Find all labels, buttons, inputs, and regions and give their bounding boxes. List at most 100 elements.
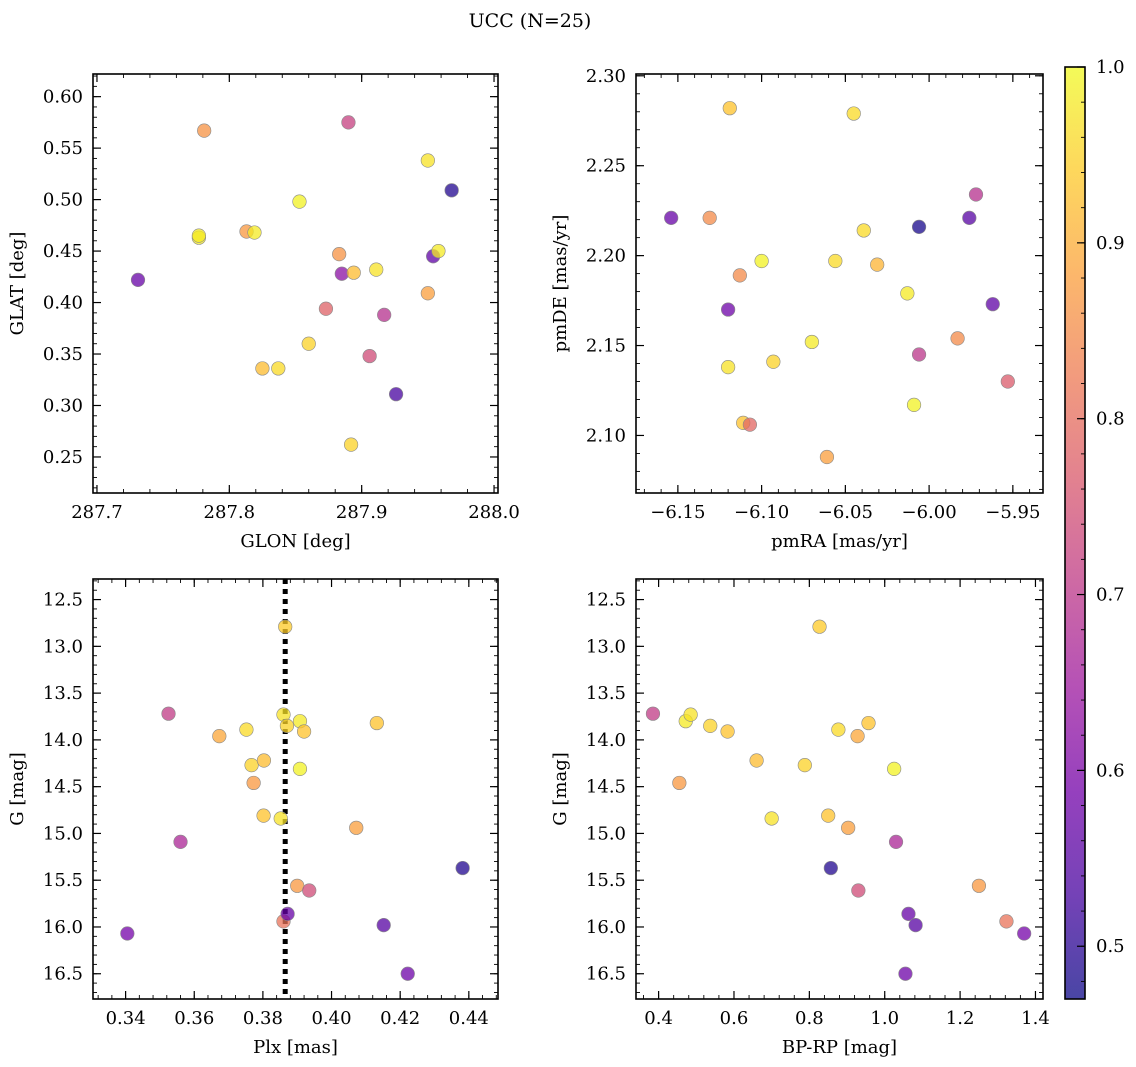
data-point (888, 834, 904, 849)
x-axis-label: BP-RP [mag] (782, 1037, 897, 1058)
data-point (431, 243, 446, 259)
data-point (870, 257, 885, 272)
data-point (130, 272, 146, 287)
data-point (420, 153, 435, 168)
panel-bprp-g: 0.4 0.6 0.8 1.0 1.2 1.4 12.5 13.0 13.5 14.0 14.5 15… (550, 578, 1050, 1058)
data-point (343, 437, 359, 452)
data-point (290, 878, 305, 893)
data-point (900, 286, 915, 301)
y-tick-label: 13.0 (586, 636, 626, 657)
x-tick-label: 0.4 (644, 1008, 673, 1029)
y-tick-label: 13.5 (586, 683, 626, 704)
panel-glon-glat: 287.7 287.8 287.9 288.0 0.25 0.30 0.35 0.40 0.45… (7, 73, 520, 552)
x-tick-label: 0.44 (449, 1008, 489, 1029)
y-tick-label: 0.25 (43, 447, 83, 468)
data-point (804, 334, 819, 350)
axes-frame (635, 578, 1044, 1000)
data-point (271, 361, 286, 376)
data-point (722, 101, 737, 116)
data-point (1000, 374, 1015, 389)
axes-frame (92, 578, 499, 1000)
y-tick-label: 2.10 (586, 425, 626, 446)
panel-plx-g: 0.34 0.36 0.38 0.40 0.42 0.44 12.5 13.0 13.5 14.0… (7, 578, 499, 1058)
x-tick-label: −5.95 (985, 502, 1040, 523)
data-point (645, 706, 661, 721)
y-axis-label: pmDE [mas/yr] (550, 215, 571, 353)
y-tick-label: 15.0 (43, 823, 83, 844)
x-tick-label: 0.36 (174, 1008, 214, 1029)
y-axis-label: G [mag] (550, 752, 571, 825)
y-tick-label: 2.30 (586, 66, 626, 87)
y-tick-label: 2.25 (586, 156, 626, 177)
y-tick-label: 15.5 (43, 870, 83, 891)
figure-title: UCC (N=25) (469, 10, 592, 32)
data-point (861, 715, 876, 731)
y-tick-label: 12.5 (586, 590, 626, 611)
data-point (841, 820, 856, 835)
data-point (664, 210, 679, 225)
data-point (812, 619, 827, 634)
colorbar-ticks: 0.5 0.6 0.7 0.8 0.9 1.0 (1077, 57, 1125, 982)
data-point (950, 331, 965, 346)
data-point (850, 729, 865, 744)
data-point (292, 194, 307, 209)
data-point (334, 266, 349, 281)
data-point (301, 336, 316, 351)
data-point (247, 225, 262, 240)
data-point (161, 706, 176, 721)
colorbar-tick-label: 0.6 (1096, 760, 1125, 781)
data-point (851, 883, 866, 898)
y-tick-label: 14.5 (43, 777, 83, 798)
panel-pmra-pmde: −6.15 −6.10 −6.05 −6.00 −5.95 2.10 2.15 2.20 2.2… (550, 66, 1044, 552)
data-point (906, 397, 922, 412)
y-tick-label: 13.5 (43, 683, 83, 704)
x-axis-label: Plx [mas] (253, 1037, 338, 1058)
data-point (823, 860, 838, 876)
x-tick-label: 0.6 (720, 1008, 749, 1029)
y-tick-label: 14.0 (43, 730, 83, 751)
data-point (720, 724, 735, 739)
data-point (369, 262, 384, 277)
data-point (908, 918, 923, 933)
data-point (377, 307, 392, 322)
data-point (732, 268, 747, 283)
y-tick-label: 0.55 (43, 138, 83, 159)
x-tick-label: −6.05 (818, 502, 873, 523)
data-point (856, 223, 871, 238)
data-point (721, 302, 736, 317)
data-point (1017, 926, 1032, 941)
data-point (244, 758, 259, 773)
x-tick-label: −6.15 (650, 502, 705, 523)
data-point (702, 210, 717, 225)
data-point (721, 360, 736, 375)
data-point (764, 811, 779, 826)
y-tick-label: 15.5 (586, 870, 626, 891)
y-tick-label: 12.5 (43, 590, 83, 611)
data-point (683, 707, 698, 722)
data-point (388, 387, 404, 402)
x-tick-label: 1.0 (870, 1008, 899, 1029)
x-tick-label: −6.10 (734, 502, 789, 523)
y-tick-label: 2.15 (586, 336, 626, 357)
data-point (400, 966, 415, 981)
y-tick-label: 0.45 (43, 241, 83, 262)
x-tick-label: 0.38 (243, 1008, 283, 1029)
y-tick-label: 14.0 (586, 730, 626, 751)
data-point (754, 253, 769, 269)
y-tick-label: 13.0 (43, 636, 83, 657)
data-point (911, 219, 927, 234)
x-tick-label: 0.40 (311, 1008, 351, 1029)
colorbar-tick-label: 0.9 (1096, 233, 1125, 254)
data-point (819, 449, 835, 465)
x-tick-label: 0.8 (795, 1008, 824, 1029)
data-point (797, 758, 812, 773)
data-point (455, 860, 470, 876)
data-point (256, 753, 272, 768)
axes-frame (92, 73, 499, 494)
data-point (279, 718, 295, 733)
data-point (239, 722, 254, 737)
y-tick-label: 0.40 (43, 293, 83, 314)
data-point (911, 347, 927, 362)
data-point (191, 228, 206, 243)
